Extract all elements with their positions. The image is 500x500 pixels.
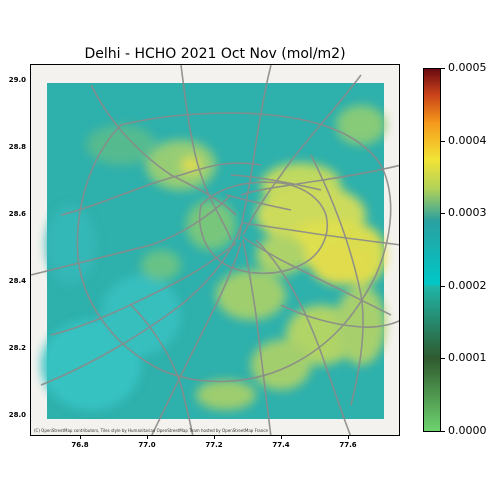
colorbar-label: 0.0002: [448, 279, 487, 292]
colorbar-tick-mark: [441, 431, 445, 432]
x-tick-mark: [348, 436, 349, 439]
y-tick-label: 28.4: [8, 277, 26, 285]
colorbar-tick-mark: [441, 358, 445, 359]
map-attribution: (C) OpenStreetMap contributors, Tiles st…: [34, 428, 268, 433]
colorbar-tick-mark: [441, 68, 445, 69]
colorbar-label: 0.0005: [448, 61, 487, 74]
x-tick-mark: [214, 436, 215, 439]
map-plot-area[interactable]: (C) OpenStreetMap contributors, Tiles st…: [30, 64, 400, 436]
colorbar-label: 0.0004: [448, 134, 487, 147]
x-tick-mark: [147, 436, 148, 439]
colorbar-tick-mark: [441, 213, 445, 214]
hcho-raster: [41, 83, 386, 419]
x-tick-label: 77.4: [272, 441, 290, 449]
x-tick-mark: [281, 436, 282, 439]
x-tick-label: 77.2: [205, 441, 223, 449]
colorbar-tick-mark: [441, 286, 445, 287]
hcho-map: [31, 65, 399, 435]
colorbar-label: 0.0000: [448, 424, 487, 437]
colorbar-label: 0.0001: [448, 351, 487, 364]
colorbar: [423, 68, 441, 432]
map-title: Delhi - HCHO 2021 Oct Nov (mol/m2): [84, 46, 346, 62]
y-tick-label: 28.0: [8, 411, 26, 419]
colorbar-tick-mark: [441, 141, 445, 142]
road-network: [31, 65, 399, 435]
x-tick-label: 76.8: [71, 441, 89, 449]
x-tick-mark: [80, 436, 81, 439]
y-tick-label: 28.6: [8, 210, 26, 218]
y-tick-label: 29.0: [8, 76, 26, 84]
x-tick-label: 77.0: [138, 441, 156, 449]
x-tick-label: 77.6: [339, 441, 357, 449]
y-tick-label: 28.2: [8, 344, 26, 352]
y-tick-label: 28.8: [8, 143, 26, 151]
colorbar-label: 0.0003: [448, 206, 487, 219]
